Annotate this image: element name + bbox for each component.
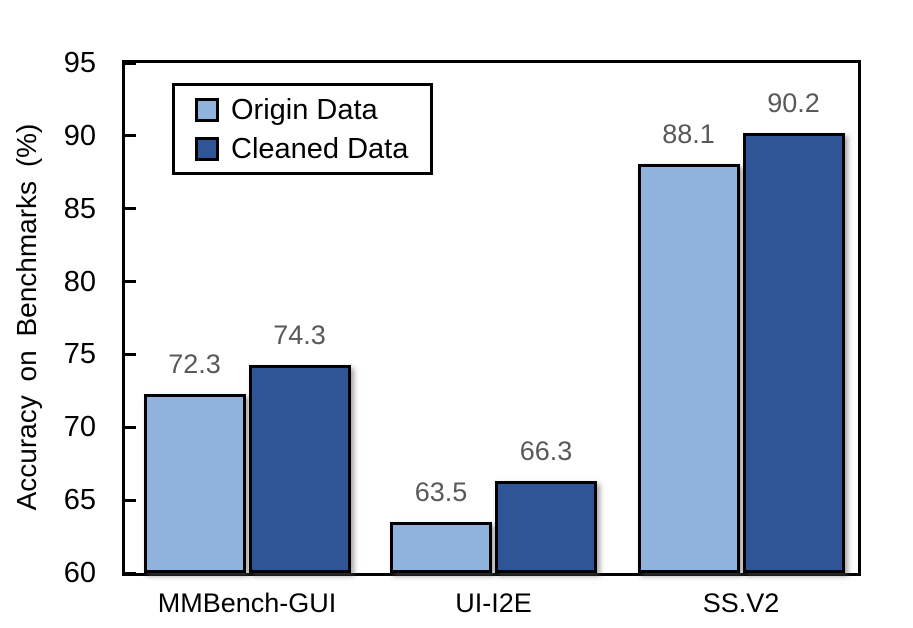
bar-value-label: 63.5 bbox=[414, 477, 468, 507]
y-tick-label: 90 bbox=[63, 119, 96, 152]
x-category-label: UI-I2E bbox=[455, 588, 532, 618]
bar-value-label: 66.3 bbox=[519, 436, 573, 467]
bar-origin-data bbox=[390, 522, 492, 573]
x-category-label: MMBench-GUI bbox=[157, 588, 337, 618]
bar-value-label: 74.3 bbox=[273, 319, 326, 350]
bar-cleaned-data bbox=[742, 132, 845, 573]
y-tick-mark bbox=[125, 352, 136, 356]
bar-origin-data bbox=[143, 393, 246, 573]
y-tick-label: 95 bbox=[63, 47, 96, 79]
legend: Origin Data Cleaned Data bbox=[172, 83, 433, 175]
y-tick-mark bbox=[125, 134, 136, 138]
bar-cleaned-data bbox=[495, 481, 597, 573]
bar-value-label: 90.2 bbox=[767, 87, 820, 118]
y-tick-label: 60 bbox=[63, 557, 96, 589]
y-axis-tick-labels: 95 90 85 80 75 70 65 60 bbox=[0, 0, 96, 628]
y-tick-mark bbox=[125, 425, 136, 429]
y-tick-mark bbox=[125, 61, 136, 65]
x-category-label: SS.V2 bbox=[702, 588, 780, 618]
y-tick-label: 70 bbox=[63, 411, 96, 444]
bar-value-label: 72.3 bbox=[168, 348, 221, 379]
y-tick-mark bbox=[125, 280, 136, 284]
bar-origin-data bbox=[637, 163, 740, 573]
y-tick-label: 75 bbox=[63, 338, 96, 371]
y-tick-mark bbox=[125, 498, 136, 502]
legend-label: Origin Data bbox=[231, 93, 378, 126]
y-tick-label: 65 bbox=[63, 484, 96, 517]
bar-cleaned-data bbox=[248, 364, 351, 573]
x-axis-category-labels: MMBench-GUI UI-I2E SS.V2 bbox=[0, 586, 913, 626]
y-tick-label: 85 bbox=[63, 192, 96, 225]
legend-label: Cleaned Data bbox=[231, 132, 409, 165]
y-tick-mark bbox=[125, 207, 136, 211]
legend-item: Cleaned Data bbox=[195, 132, 430, 166]
legend-swatch bbox=[195, 136, 219, 161]
bars-layer: 72.3 74.3 63.5 66.3 88.1 90.2 bbox=[125, 63, 858, 573]
bar-value-label: 88.1 bbox=[662, 118, 715, 149]
y-tick-mark bbox=[125, 571, 136, 575]
y-ticks-layer bbox=[125, 61, 858, 575]
legend-swatch bbox=[195, 97, 219, 122]
y-tick-label: 80 bbox=[63, 265, 96, 298]
legend-item: Origin Data bbox=[195, 93, 430, 127]
